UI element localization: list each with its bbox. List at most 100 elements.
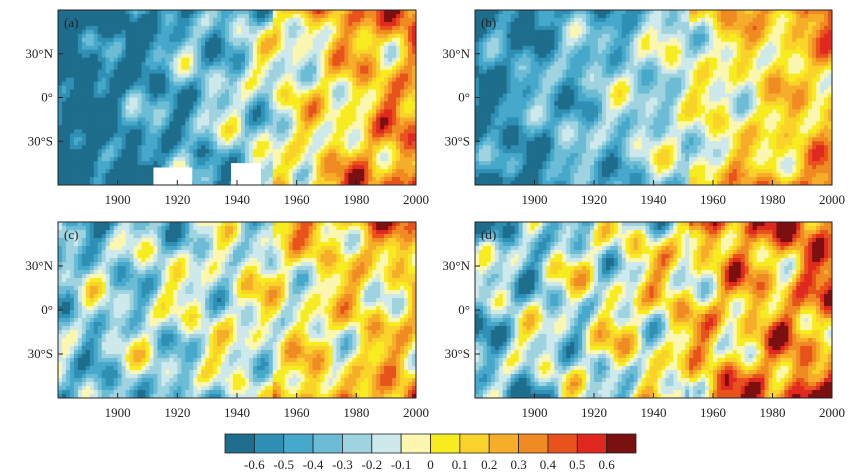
heatmap-cell xyxy=(380,10,385,15)
heatmap-cell xyxy=(308,153,314,158)
heatmap-cell xyxy=(372,165,377,170)
heatmap-cell xyxy=(284,89,290,95)
heatmap-cell xyxy=(256,77,262,83)
heatmap-cell xyxy=(133,113,139,118)
heatmap-cell xyxy=(388,97,393,103)
heatmap-cell xyxy=(209,121,214,126)
heatmap-cell xyxy=(316,85,322,91)
heatmap-cell xyxy=(490,105,496,111)
heatmap-cell xyxy=(396,45,401,51)
heatmap-cell xyxy=(137,13,143,19)
heatmap-cell xyxy=(530,157,536,162)
heatmap-cell xyxy=(256,121,262,126)
heatmap-cell xyxy=(538,153,544,158)
heatmap-cell xyxy=(213,49,218,55)
heatmap-cell xyxy=(376,105,381,111)
heatmap-cell xyxy=(336,89,342,95)
heatmap-cell xyxy=(229,65,234,71)
heatmap-cell xyxy=(404,157,409,162)
heatmap-cell xyxy=(109,17,115,23)
heatmap-cell xyxy=(93,21,99,27)
heatmap-cell xyxy=(514,29,520,35)
heatmap-cell xyxy=(494,141,500,146)
heatmap-cell xyxy=(530,117,536,122)
heatmap-cell xyxy=(89,93,95,99)
heatmap-cell xyxy=(324,13,330,19)
heatmap-cell xyxy=(538,145,544,150)
heatmap-cell xyxy=(145,97,151,103)
heatmap-cell xyxy=(388,141,393,146)
heatmap-cell xyxy=(316,17,322,23)
heatmap-cell xyxy=(225,65,230,71)
heatmap-cell xyxy=(65,177,71,182)
heatmap-cell xyxy=(209,153,214,158)
heatmap-cell xyxy=(356,133,361,138)
heatmap-cell xyxy=(316,73,322,79)
heatmap-cell xyxy=(400,109,405,115)
heatmap-cell xyxy=(125,177,131,182)
heatmap-cell xyxy=(121,145,127,150)
heatmap-cell xyxy=(101,57,107,63)
heatmap-cell xyxy=(169,137,174,142)
heatmap-cell xyxy=(526,89,532,95)
heatmap-cell xyxy=(348,165,353,170)
heatmap-cell xyxy=(240,61,246,67)
heatmap-cell xyxy=(550,69,555,75)
heatmap-cell xyxy=(185,65,190,71)
heatmap-cell xyxy=(237,37,242,43)
heatmap-cell xyxy=(376,65,381,71)
heatmap-cell xyxy=(558,153,563,158)
heatmap-cell xyxy=(542,81,547,87)
heatmap-cell xyxy=(562,77,567,83)
heatmap-cell xyxy=(97,17,103,23)
heatmap-cell xyxy=(185,45,190,51)
heatmap-cell xyxy=(408,165,413,170)
heatmap-cell xyxy=(185,161,190,166)
heatmap-cell xyxy=(312,17,318,23)
heatmap-cell xyxy=(376,157,381,162)
heatmap-cell xyxy=(494,101,500,107)
heatmap-cell xyxy=(490,97,496,103)
heatmap-cell xyxy=(237,65,242,71)
heatmap-cell xyxy=(264,157,270,162)
heatmap-cell xyxy=(197,65,202,71)
heatmap-cell xyxy=(181,137,186,142)
heatmap-cell xyxy=(109,169,115,174)
heatmap-cell xyxy=(201,89,206,95)
heatmap-cell xyxy=(562,10,567,15)
heatmap-cell xyxy=(145,165,151,170)
heatmap-cell xyxy=(404,77,409,83)
heatmap-cell xyxy=(348,109,353,115)
heatmap-cell xyxy=(165,137,170,142)
heatmap-cell xyxy=(225,177,230,182)
heatmap-cell xyxy=(145,29,151,35)
heatmap-cell xyxy=(161,129,166,134)
heatmap-cell xyxy=(264,161,270,166)
heatmap-cell xyxy=(197,141,202,146)
heatmap-cell xyxy=(498,113,504,118)
heatmap-cell xyxy=(498,133,504,138)
heatmap-cell xyxy=(538,125,544,130)
heatmap-cell xyxy=(181,97,186,103)
heatmap-cell xyxy=(189,49,194,55)
heatmap-cell xyxy=(352,109,357,115)
heatmap-cell xyxy=(498,45,504,51)
heatmap-cell xyxy=(197,125,202,130)
heatmap-cell xyxy=(392,57,397,63)
heatmap-cell xyxy=(61,97,67,103)
heatmap-cell xyxy=(105,61,111,67)
heatmap-cell xyxy=(550,21,555,27)
heatmap-cell xyxy=(256,149,262,154)
heatmap-cell xyxy=(185,10,190,15)
heatmap-cell xyxy=(93,89,99,95)
heatmap-cell xyxy=(522,33,528,39)
heatmap-cell xyxy=(181,165,186,170)
heatmap-cell xyxy=(101,177,107,182)
heatmap-cell xyxy=(217,141,222,146)
heatmap-cell xyxy=(101,37,107,43)
heatmap-cell xyxy=(392,49,397,55)
heatmap-cell xyxy=(189,145,194,150)
heatmap-cell xyxy=(518,37,524,43)
heatmap-cell xyxy=(404,57,409,63)
heatmap-cell xyxy=(125,93,131,99)
